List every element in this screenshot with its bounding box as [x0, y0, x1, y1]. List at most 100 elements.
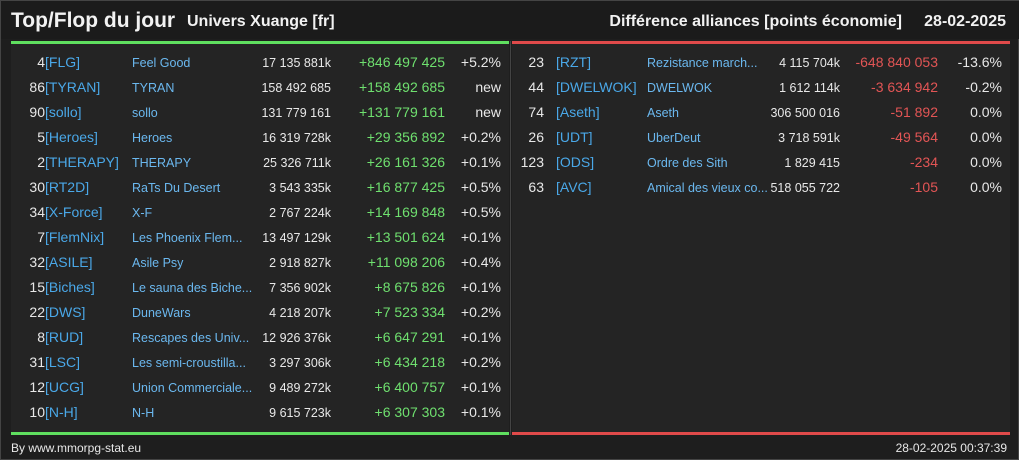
alliance-rank: 32	[29, 254, 45, 270]
alliance-tag-link[interactable]: [X-Force]	[45, 204, 103, 220]
alliance-row: 34 [X-Force] X-F 2 767 224k +14 169 848 +0.5%	[11, 200, 509, 224]
alliance-name-link[interactable]: TYRAN	[132, 81, 175, 95]
percent-change: 0.0%	[970, 129, 1002, 145]
alliance-tag-link[interactable]: [ODS]	[556, 154, 595, 170]
alliance-points: 4 218 207k	[269, 306, 331, 320]
alliance-name-link[interactable]: Heroes	[132, 131, 173, 145]
alliance-tag-link[interactable]: [RUD]	[45, 329, 84, 345]
alliance-points: 7 356 902k	[269, 281, 331, 295]
alliance-points: 17 135 881k	[262, 56, 331, 70]
alliance-row: 32 [ASILE] Asile Psy 2 918 827k +11 098 206 +…	[11, 250, 509, 274]
alliance-tag-link[interactable]: [UCG]	[45, 379, 84, 395]
alliance-name-link[interactable]: Aseth	[647, 106, 679, 120]
alliance-rank: 22	[29, 304, 45, 320]
alliance-tag-link[interactable]: [RZT]	[556, 54, 591, 70]
alliance-tag-link[interactable]: [Biches]	[45, 279, 95, 295]
alliance-row: 31 [LSC] Les semi-croustilla... 3 297 306k +…	[11, 350, 509, 374]
alliance-name-link[interactable]: Ordre des Sith	[647, 156, 728, 170]
alliance-tag-link[interactable]: [DWELWOK]	[556, 79, 637, 95]
alliance-points: 306 500 016	[770, 106, 840, 120]
alliance-rank: 30	[29, 179, 45, 195]
alliance-rank: 26	[528, 129, 544, 145]
alliance-points: 4 115 704k	[779, 56, 840, 70]
alliance-name-link[interactable]: Feel Good	[132, 56, 191, 70]
alliance-row: 26 [UDT] UberDeut 3 718 591k -49 564 0.0%	[512, 125, 1010, 149]
points-delta: -51 892	[890, 104, 938, 120]
alliance-rank: 90	[29, 104, 45, 120]
alliance-points: 3 718 591k	[778, 131, 840, 145]
alliance-name-link[interactable]: Asile Psy	[132, 256, 184, 270]
alliance-name-link[interactable]: Rescapes des Univ...	[132, 331, 250, 345]
points-delta: +6 647 291	[374, 329, 445, 345]
percent-change: +0.5%	[460, 179, 501, 195]
alliance-tag-link[interactable]: [THERAPY]	[45, 154, 119, 170]
alliance-row: 86 [TYRAN] TYRAN 158 492 685 +158 492 685 new	[11, 75, 509, 99]
top-losers-panel: 23 [RZT] Rezistance march... 4 115 704k -648…	[512, 41, 1010, 435]
alliance-tag-link[interactable]: [Heroes]	[45, 129, 98, 145]
alliance-tag-link[interactable]: [UDT]	[556, 129, 593, 145]
alliance-points: 1 612 114k	[779, 81, 840, 95]
footer-timestamp: 28-02-2025 00:37:39	[895, 441, 1007, 455]
alliance-tag-link[interactable]: [RT2D]	[45, 179, 90, 195]
alliance-points: 158 492 685	[261, 81, 331, 95]
alliance-name-link[interactable]: UberDeut	[647, 131, 701, 145]
alliance-row: 23 [RZT] Rezistance march... 4 115 704k -648…	[512, 50, 1010, 74]
alliance-name-link[interactable]: N-H	[132, 406, 155, 420]
percent-change: +0.2%	[460, 304, 501, 320]
alliance-name-link[interactable]: THERAPY	[132, 156, 192, 170]
alliance-tag-link[interactable]: [DWS]	[45, 304, 86, 320]
percent-change: new	[475, 104, 501, 120]
alliance-name-link[interactable]: Rezistance march...	[647, 56, 758, 70]
alliance-row: 10 [N-H] N-H 9 615 723k +6 307 303 +0.1%	[11, 400, 509, 424]
alliance-tag-link[interactable]: [FlemNix]	[45, 229, 105, 245]
points-delta: -648 840 053	[855, 54, 938, 70]
points-delta: +846 497 425	[358, 54, 445, 70]
alliance-name-link[interactable]: sollo	[132, 106, 158, 120]
percent-change: +0.1%	[460, 279, 501, 295]
points-delta: +13 501 624	[366, 229, 445, 245]
alliance-rank: 15	[29, 279, 45, 295]
percent-change: new	[475, 79, 501, 95]
alliance-tag-link[interactable]: [AVC]	[556, 179, 592, 195]
percent-change: +0.1%	[460, 154, 501, 170]
alliance-name-link[interactable]: Amical des vieux co...	[647, 181, 768, 195]
alliance-points: 518 055 722	[770, 181, 840, 195]
alliance-row: 7 [FlemNix] Les Phoenix Flem... 13 497 129k…	[11, 225, 509, 249]
alliance-row: 123 [ODS] Ordre des Sith 1 829 415 -234 0.0%	[512, 150, 1010, 174]
top-gainers-panel: 4 [FLG] Feel Good 17 135 881k +846 497 425 +5…	[11, 41, 509, 435]
alliance-rank: 74	[528, 104, 544, 120]
alliance-tag-link[interactable]: [FLG]	[45, 54, 81, 70]
alliance-points: 3 543 335k	[269, 181, 331, 195]
alliance-points: 16 319 728k	[262, 131, 331, 145]
alliance-row: 22 [DWS] DuneWars 4 218 207k +7 523 334 +0.2%	[11, 300, 509, 324]
alliance-name-link[interactable]: X-F	[132, 206, 153, 220]
alliance-row: 44 [DWELWOK] DWELWOK 1 612 114k -3 634 942 -0…	[512, 75, 1010, 99]
alliance-rank: 5	[37, 129, 45, 145]
alliance-tag-link[interactable]: [Aseth]	[556, 104, 600, 120]
alliance-name-link[interactable]: DWELWOK	[647, 81, 713, 95]
alliance-tag-link[interactable]: [LSC]	[45, 354, 81, 370]
alliance-name-link[interactable]: DuneWars	[132, 306, 191, 320]
points-delta: +14 169 848	[366, 204, 445, 220]
alliance-name-link[interactable]: Le sauna des Biche...	[132, 281, 253, 295]
points-delta: +6 434 218	[374, 354, 445, 370]
alliance-points: 2 918 827k	[269, 256, 331, 270]
alliance-name-link[interactable]: Union Commerciale...	[132, 381, 253, 395]
page-title: Top/Flop du jour	[11, 9, 176, 32]
alliance-row: 15 [Biches] Le sauna des Biche... 7 356 902…	[11, 275, 509, 299]
alliance-tag-link[interactable]: [TYRAN]	[45, 79, 101, 95]
alliance-points: 12 926 376k	[262, 331, 331, 345]
alliance-tag-link[interactable]: [sollo]	[45, 104, 82, 120]
alliance-name-link[interactable]: Les semi-croustilla...	[132, 356, 246, 370]
percent-change: 0.0%	[970, 179, 1002, 195]
alliance-name-link[interactable]: RaTs Du Desert	[132, 181, 221, 195]
percent-change: +0.1%	[460, 229, 501, 245]
alliance-tag-link[interactable]: [ASILE]	[45, 254, 93, 270]
percent-change: +0.5%	[460, 204, 501, 220]
alliance-tag-link[interactable]: [N-H]	[45, 404, 78, 420]
points-delta: +26 161 326	[366, 154, 445, 170]
alliance-name-link[interactable]: Les Phoenix Flem...	[132, 231, 243, 245]
points-delta: +11 098 206	[367, 254, 445, 270]
alliance-row: 4 [FLG] Feel Good 17 135 881k +846 497 425 +5…	[11, 50, 509, 74]
